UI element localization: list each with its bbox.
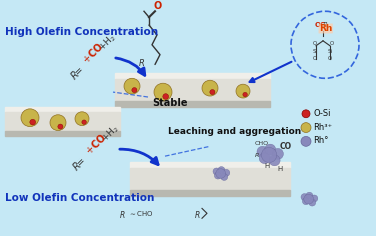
- Polygon shape: [115, 73, 270, 79]
- Text: O: O: [330, 41, 334, 46]
- Text: R$\!\!=$: R$\!\!=$: [70, 154, 89, 173]
- Polygon shape: [115, 79, 270, 101]
- Text: R: R: [195, 211, 200, 220]
- Text: O: O: [154, 1, 162, 11]
- Text: R: R: [323, 22, 328, 28]
- Text: OC: OC: [315, 22, 326, 28]
- Circle shape: [243, 92, 247, 97]
- Circle shape: [218, 167, 225, 173]
- Text: Stable: Stable: [152, 98, 188, 108]
- Polygon shape: [130, 162, 290, 168]
- Text: Leaching and aggregation: Leaching and aggregation: [168, 127, 301, 136]
- Polygon shape: [130, 190, 290, 196]
- Text: Rh³⁺: Rh³⁺: [313, 122, 332, 131]
- Circle shape: [124, 78, 140, 94]
- Polygon shape: [5, 107, 120, 112]
- Text: $\sim$CHO: $\sim$CHO: [128, 209, 154, 218]
- Circle shape: [213, 168, 220, 175]
- Circle shape: [302, 198, 309, 205]
- Circle shape: [301, 123, 311, 132]
- Text: Low Olefin Concentration: Low Olefin Concentration: [5, 193, 155, 202]
- Text: +$\mathbf{CO}$: +$\mathbf{CO}$: [83, 131, 109, 157]
- Circle shape: [309, 199, 316, 206]
- Text: +H$_2$: +H$_2$: [96, 31, 119, 54]
- Circle shape: [21, 109, 39, 126]
- Circle shape: [259, 153, 270, 164]
- Circle shape: [269, 155, 280, 166]
- Circle shape: [261, 148, 277, 163]
- Polygon shape: [115, 101, 270, 107]
- Circle shape: [163, 94, 168, 99]
- Polygon shape: [5, 112, 120, 131]
- Text: Rh: Rh: [319, 24, 332, 33]
- Circle shape: [236, 84, 250, 98]
- Circle shape: [210, 90, 215, 95]
- Text: O-Si: O-Si: [313, 109, 331, 118]
- Text: Si: Si: [328, 49, 333, 54]
- Circle shape: [304, 194, 314, 204]
- Circle shape: [301, 136, 311, 146]
- Text: +H$_2$: +H$_2$: [99, 122, 122, 145]
- Circle shape: [216, 169, 226, 178]
- Polygon shape: [130, 168, 290, 190]
- Text: CHO: CHO: [255, 141, 269, 146]
- Text: O: O: [313, 41, 317, 46]
- Text: R: R: [139, 59, 145, 68]
- Text: High Olefin Concentration: High Olefin Concentration: [5, 27, 158, 37]
- Text: H: H: [264, 163, 269, 169]
- Circle shape: [154, 83, 172, 101]
- Text: R$\!\!=$: R$\!\!=$: [68, 63, 87, 82]
- Text: CO: CO: [280, 142, 292, 151]
- Circle shape: [30, 119, 36, 125]
- Circle shape: [132, 88, 137, 93]
- Circle shape: [302, 110, 310, 118]
- Text: R: R: [120, 211, 125, 220]
- Circle shape: [265, 144, 276, 155]
- Text: +$\mathbf{CO}$: +$\mathbf{CO}$: [80, 40, 106, 67]
- Circle shape: [75, 112, 89, 126]
- Circle shape: [311, 195, 318, 202]
- Text: H: H: [277, 166, 282, 172]
- Text: Si: Si: [313, 49, 318, 54]
- Circle shape: [214, 172, 221, 179]
- Circle shape: [272, 148, 284, 159]
- Circle shape: [58, 124, 63, 129]
- Text: R: R: [255, 153, 259, 158]
- Circle shape: [301, 194, 308, 201]
- Circle shape: [221, 173, 228, 180]
- Text: O: O: [313, 55, 317, 61]
- Circle shape: [82, 120, 86, 124]
- Circle shape: [306, 192, 313, 199]
- Circle shape: [257, 146, 268, 157]
- Circle shape: [202, 80, 218, 96]
- Polygon shape: [5, 131, 120, 136]
- Circle shape: [223, 169, 230, 176]
- Circle shape: [50, 115, 66, 131]
- Text: Rh°: Rh°: [313, 136, 328, 145]
- Text: O: O: [328, 55, 332, 61]
